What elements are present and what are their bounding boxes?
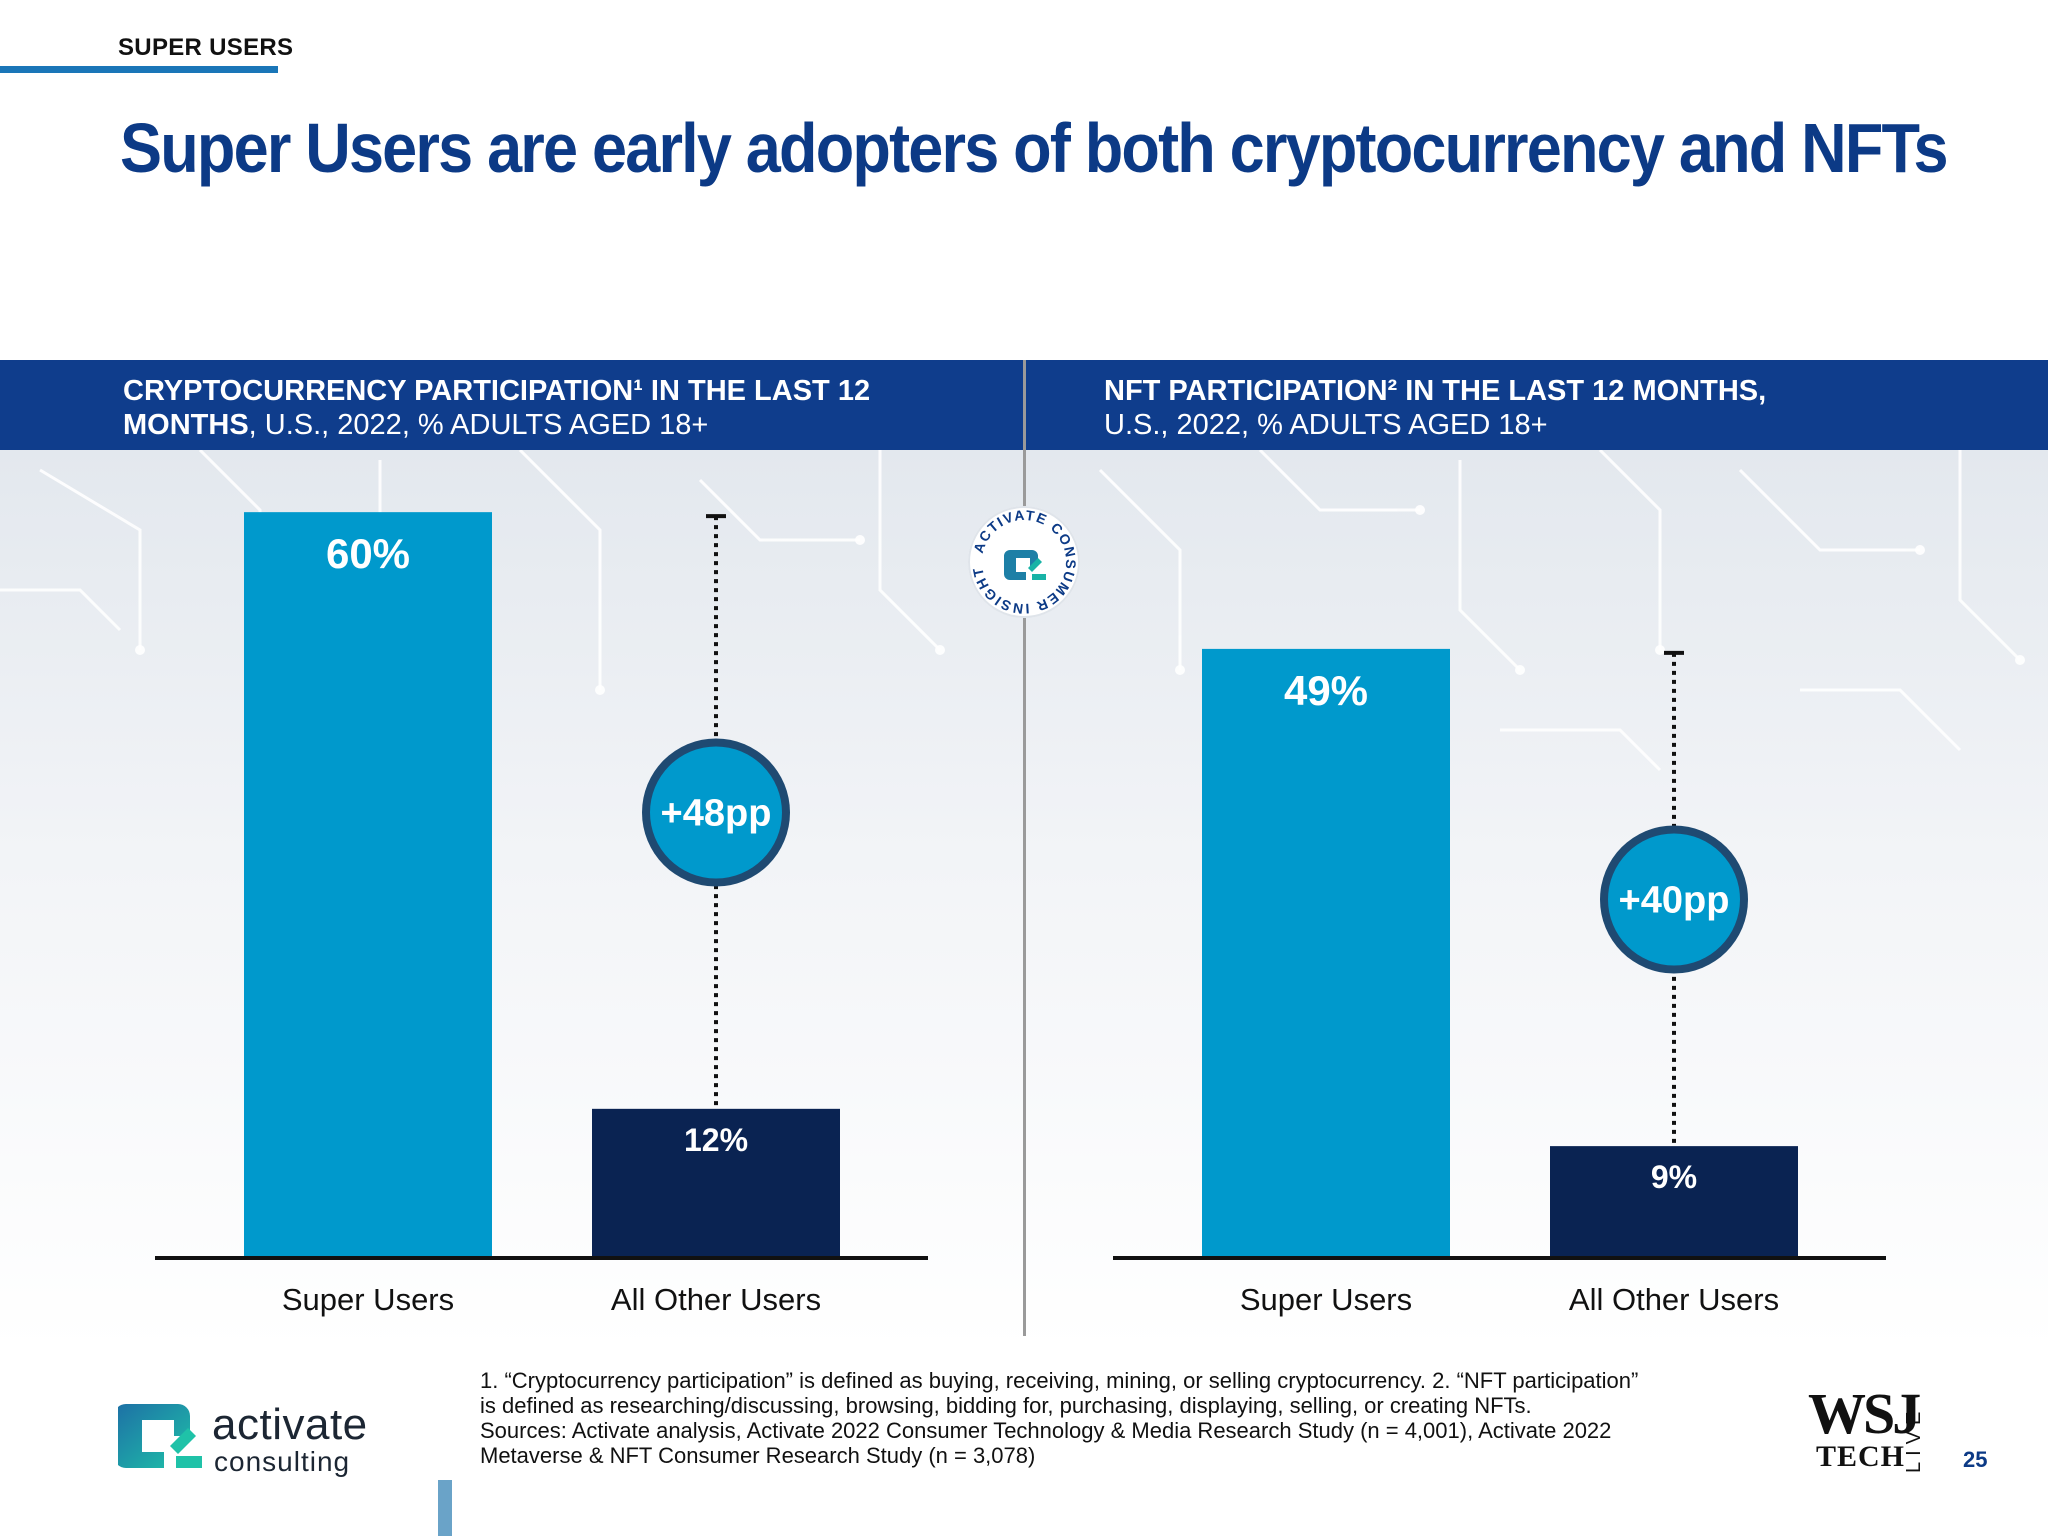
page-title: Super Users are early adopters of both c… xyxy=(120,109,1949,187)
panel-heading-line1: NFT PARTICIPATION² IN THE LAST 12 MONTHS… xyxy=(1104,375,1767,407)
category-label: Super Users xyxy=(282,1282,454,1317)
wsj-live-text: LIVE xyxy=(1903,1406,1925,1473)
data-label: 12% xyxy=(684,1122,748,1158)
bar-all-other-users xyxy=(1550,1146,1798,1258)
page-number: 25 xyxy=(1963,1447,1988,1472)
difference-label: +48pp xyxy=(661,792,772,834)
category-label: Super Users xyxy=(1240,1282,1412,1317)
panel-heading-nft: NFT PARTICIPATION² IN THE LAST 12 MONTHS… xyxy=(1104,374,1766,442)
bar-super-users xyxy=(244,512,492,1258)
footnote-line: is defined as researching/discussing, br… xyxy=(480,1393,1532,1418)
section-rule xyxy=(0,66,278,73)
activate-mark-icon xyxy=(1004,550,1046,580)
panel-heading-rest: , U.S., 2022, % ADULTS AGED 18+ xyxy=(248,409,709,441)
wsj-tech-text: TECH xyxy=(1816,1440,1906,1473)
chart-nft: 49% Super Users 9% All Other Users +40pp xyxy=(1113,648,1886,1317)
panel-heading-line1: CRYPTOCURRENCY PARTICIPATION¹ IN THE LAS… xyxy=(123,375,871,407)
category-label: All Other Users xyxy=(1569,1282,1779,1317)
data-label: 49% xyxy=(1284,667,1368,714)
chart-crypto: 60% Super Users 12% All Other Users +48pp xyxy=(155,512,928,1317)
bar-super-users xyxy=(1202,648,1450,1258)
wsj-logo-text: WSJ xyxy=(1808,1381,1921,1446)
section-label: SUPER USERS xyxy=(118,34,294,61)
panel-heading-rest: U.S., 2022, % ADULTS AGED 18+ xyxy=(1104,409,1548,441)
difference-callout xyxy=(1608,833,1740,966)
footnote-line: 1. “Cryptocurrency participation” is def… xyxy=(480,1368,1639,1393)
activate-logo-icon xyxy=(118,1404,202,1468)
category-label: All Other Users xyxy=(611,1282,821,1317)
difference-label: +40pp xyxy=(1619,880,1730,922)
panel-heading-bold: MONTHS xyxy=(123,409,249,441)
brand-subtitle: consulting xyxy=(214,1446,351,1477)
svg-text:LIVE: LIVE xyxy=(1903,1406,1925,1473)
footnote: 1. “Cryptocurrency participation” is def… xyxy=(480,1368,1770,1468)
brand-name: activate xyxy=(212,1400,368,1449)
accent-bar xyxy=(438,1480,452,1536)
footnote-line: Sources: Activate analysis, Activate 202… xyxy=(480,1418,1612,1443)
consumer-insight-badge: ACTIVATE CONSUMER INSIGHT xyxy=(968,506,1080,618)
difference-callout xyxy=(650,746,782,879)
panel-divider xyxy=(1023,360,1026,1336)
data-label: 9% xyxy=(1651,1159,1697,1195)
bar-all-other-users xyxy=(592,1108,840,1258)
footnote-line: Metaverse & NFT Consumer Research Study … xyxy=(480,1443,1036,1468)
panel-heading-crypto: CRYPTOCURRENCY PARTICIPATION¹ IN THE LAS… xyxy=(123,374,870,442)
data-label: 60% xyxy=(326,530,410,577)
